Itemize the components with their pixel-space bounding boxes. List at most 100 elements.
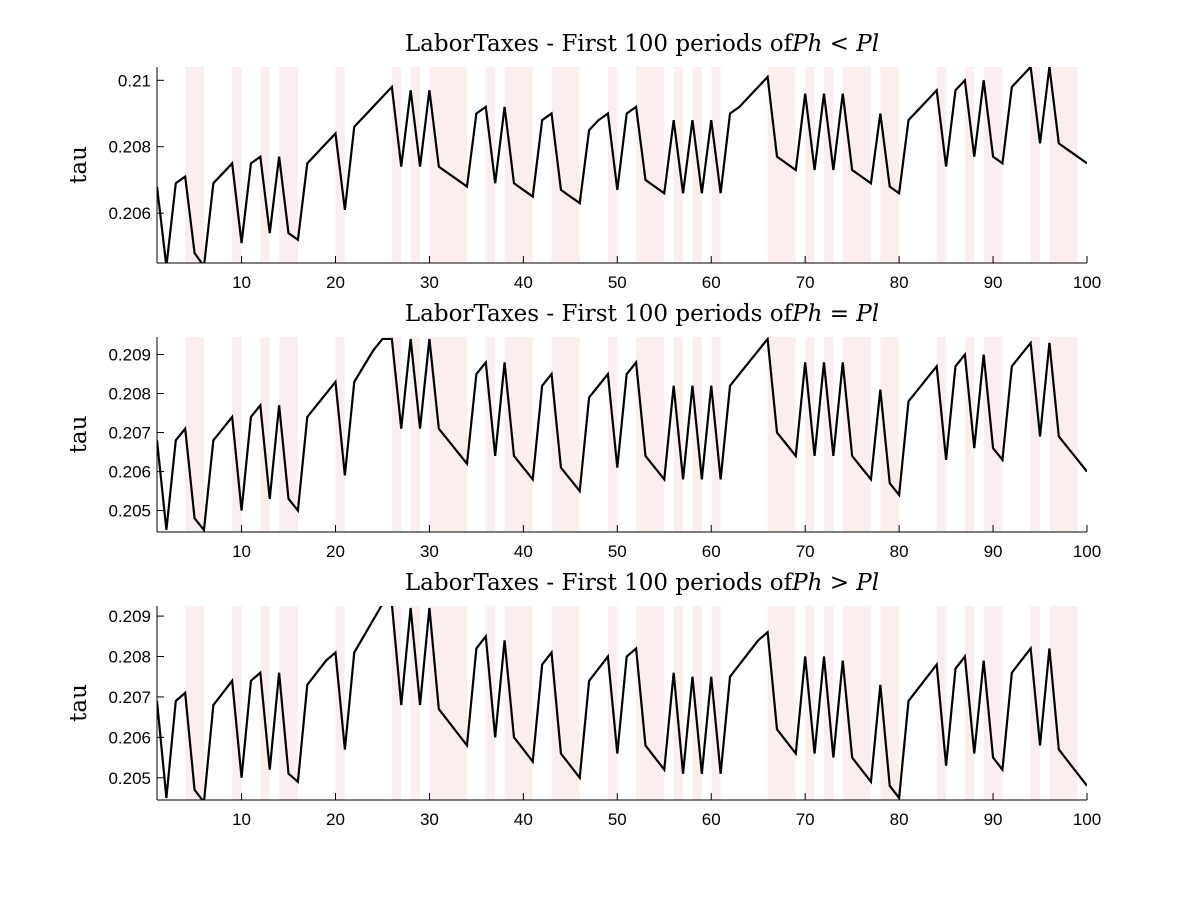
shaded-region bbox=[936, 606, 947, 800]
x-tick-label: 60 bbox=[702, 273, 721, 292]
shaded-region bbox=[823, 337, 834, 532]
shaded-region bbox=[964, 67, 975, 263]
x-tick-label: 30 bbox=[420, 273, 439, 292]
shaded-region bbox=[1030, 337, 1041, 532]
x-tick-label: 100 bbox=[1073, 810, 1101, 829]
shaded-region bbox=[429, 337, 467, 532]
shaded-region bbox=[504, 67, 533, 263]
shaded-region bbox=[410, 606, 421, 800]
shaded-region bbox=[485, 337, 496, 532]
series-line bbox=[157, 337, 1087, 532]
x-tick-label: 60 bbox=[702, 810, 721, 829]
y-tick-label: 0.209 bbox=[108, 346, 151, 365]
shaded-region bbox=[232, 337, 242, 532]
x-tick-label: 90 bbox=[984, 273, 1003, 292]
x-tick-label: 70 bbox=[796, 273, 815, 292]
x-tick-label: 70 bbox=[796, 542, 815, 561]
x-tick-label: 90 bbox=[984, 810, 1003, 829]
shaded-region bbox=[260, 606, 270, 800]
x-tick-label: 80 bbox=[890, 273, 909, 292]
chart-title-math: Ph = Pl bbox=[791, 301, 879, 327]
y-tick-label: 0.208 bbox=[108, 385, 151, 404]
chart-title-text: LaborTaxes - First 100 periods of bbox=[405, 570, 794, 596]
shaded-region bbox=[880, 337, 900, 532]
shaded-region bbox=[279, 337, 298, 532]
shaded-region bbox=[485, 606, 496, 800]
y-tick-label: 0.205 bbox=[108, 769, 151, 788]
chart-title: LaborTaxes - First 100 periods ofPh < Pl bbox=[405, 31, 879, 57]
shaded-region bbox=[391, 606, 402, 800]
shaded-region bbox=[279, 67, 298, 263]
y-tick-label: 0.209 bbox=[108, 607, 151, 626]
shaded-region bbox=[504, 337, 533, 532]
x-tick-label: 40 bbox=[514, 273, 533, 292]
shaded-region bbox=[964, 337, 975, 532]
shaded-region bbox=[767, 67, 796, 263]
x-tick-label: 80 bbox=[890, 810, 909, 829]
shaded-region bbox=[551, 337, 580, 532]
x-tick-label: 30 bbox=[420, 542, 439, 561]
x-tick-label: 70 bbox=[796, 810, 815, 829]
x-tick-label: 80 bbox=[890, 542, 909, 561]
shaded-region bbox=[823, 67, 834, 263]
y-tick-label: 0.206 bbox=[108, 204, 151, 223]
chart-panel-3: 10 20 30 40 50 60 70 80 90 100 0.205 0.206 0.207 0.20… bbox=[66, 570, 1101, 829]
x-tick-label: 50 bbox=[608, 542, 627, 561]
shaded-region bbox=[842, 337, 871, 532]
shaded-region bbox=[185, 337, 204, 532]
x-tick-label: 50 bbox=[608, 810, 627, 829]
x-tick-label: 30 bbox=[420, 810, 439, 829]
y-axis-label: tau bbox=[66, 146, 92, 184]
series-line bbox=[157, 67, 1087, 263]
x-tick-label: 60 bbox=[702, 542, 721, 561]
y-axis-label: tau bbox=[66, 684, 92, 722]
y-tick-label: 0.208 bbox=[108, 648, 151, 667]
shaded-region bbox=[711, 606, 721, 800]
shaded-region bbox=[842, 67, 871, 263]
shaded-region bbox=[232, 606, 242, 800]
x-tick-label: 90 bbox=[984, 542, 1003, 561]
shaded-region bbox=[410, 67, 421, 263]
y-tick-label: 0.206 bbox=[108, 463, 151, 482]
shaded-region bbox=[485, 67, 496, 263]
shaded-region bbox=[767, 606, 796, 800]
shaded-region bbox=[805, 67, 815, 263]
shaded-region bbox=[636, 337, 665, 532]
shaded-region bbox=[983, 606, 1003, 800]
chart-title-math: Ph > Pl bbox=[791, 570, 879, 596]
shaded-region bbox=[551, 67, 580, 263]
x-tick-label: 50 bbox=[608, 273, 627, 292]
y-tick-label: 0.206 bbox=[108, 728, 151, 747]
x-tick-label: 10 bbox=[232, 273, 251, 292]
shaded-region bbox=[936, 67, 947, 263]
series-line bbox=[157, 606, 1087, 800]
shaded-region bbox=[983, 337, 1003, 532]
x-tick-label: 20 bbox=[326, 273, 345, 292]
shaded-region bbox=[429, 67, 467, 263]
shaded-region bbox=[260, 337, 270, 532]
shaded-region bbox=[391, 337, 402, 532]
shaded-region bbox=[232, 67, 242, 263]
shaded-region bbox=[410, 337, 421, 532]
shaded-region bbox=[1049, 337, 1078, 532]
y-tick-label: 0.208 bbox=[108, 138, 151, 157]
chart-panel-1: 10 20 30 40 50 60 70 80 90 100 0.206 0.208 0.21 tau La… bbox=[66, 31, 1101, 292]
y-tick-label: 0.207 bbox=[108, 424, 151, 443]
shaded-regions bbox=[185, 606, 1078, 800]
shaded-region bbox=[767, 337, 796, 532]
x-tick-label: 20 bbox=[326, 542, 345, 561]
x-tick-label: 100 bbox=[1073, 542, 1101, 561]
chart-title-text: LaborTaxes - First 100 periods of bbox=[405, 31, 794, 57]
shaded-region bbox=[936, 337, 947, 532]
shaded-region bbox=[429, 606, 467, 800]
y-axis-label: tau bbox=[66, 416, 92, 454]
y-tick-label: 0.205 bbox=[108, 502, 151, 521]
x-tick-label: 20 bbox=[326, 810, 345, 829]
shaded-region bbox=[185, 67, 204, 263]
shaded-region bbox=[636, 67, 665, 263]
x-tick-label: 100 bbox=[1073, 273, 1101, 292]
shaded-region bbox=[607, 337, 618, 532]
shaded-region bbox=[391, 67, 402, 263]
chart-title: LaborTaxes - First 100 periods ofPh = Pl bbox=[405, 301, 879, 327]
shaded-region bbox=[1030, 67, 1041, 263]
